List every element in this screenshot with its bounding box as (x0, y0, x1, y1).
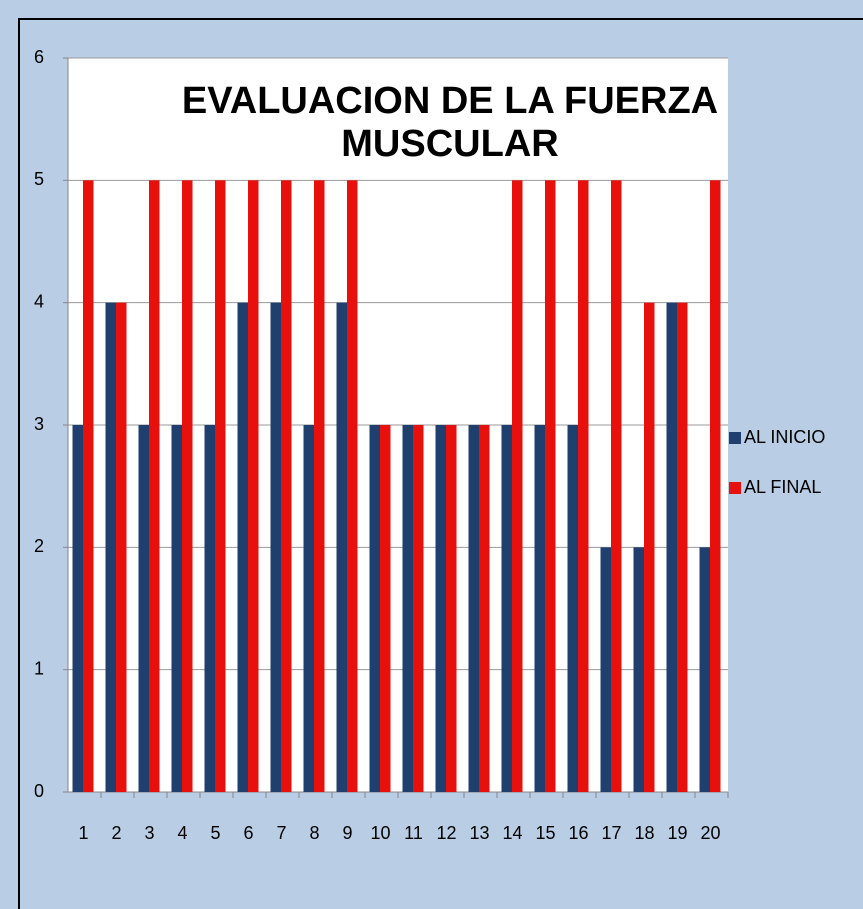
bar (435, 425, 446, 792)
bar (446, 425, 457, 792)
bar (72, 425, 83, 792)
bar (578, 180, 589, 793)
x-tick-label: 3 (144, 823, 154, 843)
frame (18, 18, 863, 909)
bar (138, 425, 149, 792)
x-tick-label: 1 (78, 823, 88, 843)
bar (116, 302, 127, 792)
bar (545, 180, 556, 793)
x-tick-label: 6 (243, 823, 253, 843)
y-tick-label: 3 (34, 414, 44, 434)
bar (633, 547, 644, 792)
legend-swatch (729, 482, 741, 494)
bar (281, 180, 292, 793)
bar (182, 180, 193, 793)
bar (215, 180, 226, 793)
x-tick-label: 5 (210, 823, 220, 843)
bar (314, 180, 325, 793)
bar (677, 302, 688, 792)
x-tick-label: 11 (404, 823, 423, 843)
x-tick-label: 10 (370, 823, 390, 843)
bar (600, 547, 611, 792)
y-tick-label: 5 (34, 169, 44, 189)
bar (666, 302, 677, 792)
bar (644, 302, 655, 792)
x-tick-label: 2 (111, 823, 121, 843)
x-tick-label: 8 (309, 823, 319, 843)
y-tick-label: 6 (34, 47, 44, 67)
bar (699, 547, 710, 792)
y-tick-label: 1 (34, 658, 44, 678)
bar (347, 180, 358, 793)
bar (402, 425, 413, 792)
x-tick-label: 18 (634, 823, 654, 843)
bar (171, 425, 182, 792)
x-tick-label: 14 (502, 823, 522, 843)
bar (237, 302, 248, 792)
bar (204, 425, 215, 792)
bar (270, 302, 281, 792)
bar (534, 425, 545, 792)
chart-title: EVALUACION DE LA FUERZA (182, 80, 718, 122)
x-tick-label: 17 (601, 823, 621, 843)
y-tick-label: 4 (34, 291, 44, 311)
bar (413, 425, 424, 792)
bar (336, 302, 347, 792)
x-tick-label: 16 (568, 823, 588, 843)
x-tick-label: 9 (342, 823, 352, 843)
bar (380, 425, 391, 792)
legend-swatch (729, 432, 741, 444)
x-tick-label: 13 (469, 823, 489, 843)
x-tick-label: 15 (535, 823, 555, 843)
legend-label: AL FINAL (744, 477, 821, 497)
bar (105, 302, 116, 792)
bar (248, 180, 259, 793)
x-tick-label: 4 (177, 823, 187, 843)
bar (512, 180, 523, 793)
bar (83, 180, 94, 793)
bar (710, 180, 721, 793)
bar (567, 425, 578, 792)
legend-label: AL INICIO (744, 427, 825, 447)
bar (149, 180, 160, 793)
bar (468, 425, 479, 792)
bar (501, 425, 512, 792)
x-tick-label: 7 (276, 823, 286, 843)
y-tick-label: 0 (34, 781, 44, 801)
x-tick-label: 20 (700, 823, 720, 843)
bar (303, 425, 314, 792)
x-tick-label: 12 (436, 823, 456, 843)
chart-title: MUSCULAR (341, 123, 558, 165)
y-tick-label: 2 (34, 536, 44, 556)
x-tick-label: 19 (667, 823, 687, 843)
bar (611, 180, 622, 793)
bar (479, 425, 490, 792)
bar (369, 425, 380, 792)
